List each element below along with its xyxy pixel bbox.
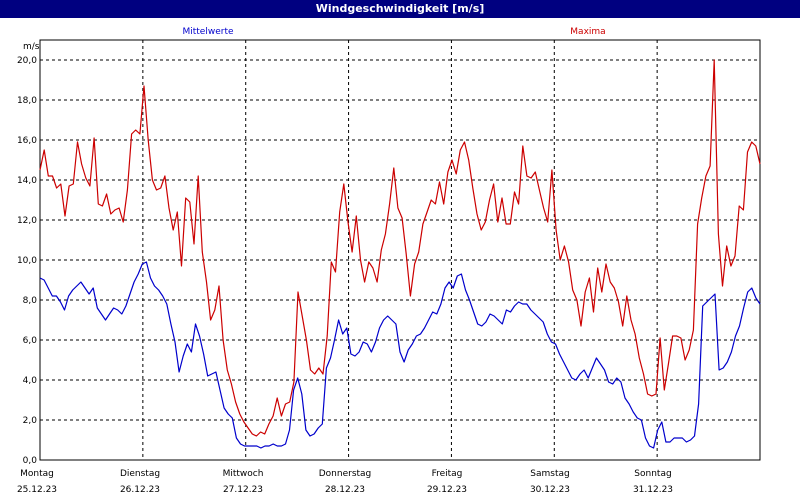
y-tick-label: 0,0: [23, 456, 38, 466]
x-tick-day-name: Samstag: [530, 469, 569, 479]
x-tick-date: 29.12.23: [427, 485, 467, 495]
y-tick-label: 20,0: [17, 56, 37, 66]
y-tick-label: 16,0: [17, 136, 37, 146]
legend-entry: Maxima: [570, 27, 605, 37]
window-title: Windgeschwindigkeit [m/s]: [0, 0, 800, 18]
plot-frame: [39, 39, 761, 461]
x-tick-date: 27.12.23: [223, 485, 263, 495]
series-line: [39, 59, 761, 437]
series: [39, 59, 761, 449]
y-tick-label: 10,0: [17, 256, 37, 266]
x-tick-day-name: Montag: [20, 469, 54, 479]
y-tick-label: 4,0: [23, 376, 38, 386]
grid: [40, 40, 760, 460]
y-axis-unit: m/s: [23, 42, 40, 52]
legend: Mittelwerte Maxima: [182, 27, 605, 37]
x-axis: Montag 25.12.23 Dienstag 26.12.23 Mittwoch 27…: [17, 469, 673, 495]
y-tick-label: 14,0: [17, 176, 37, 186]
x-tick-date: 30.12.23: [530, 485, 570, 495]
y-tick-label: 18,0: [17, 96, 37, 106]
x-tick-date: 28.12.23: [325, 485, 365, 495]
x-tick-date: 25.12.23: [17, 485, 57, 495]
x-tick-day-name: Dienstag: [120, 469, 160, 479]
series-line: [39, 261, 761, 449]
x-tick-day-name: Donnerstag: [319, 469, 372, 479]
y-tick-label: 8,0: [23, 296, 38, 306]
x-tick-day-name: Freitag: [432, 469, 463, 479]
x-tick-date: 31.12.23: [633, 485, 673, 495]
y-tick-label: 6,0: [23, 336, 38, 346]
x-tick-day-name: Mittwoch: [223, 469, 264, 479]
y-axis: m/s 0,0 2,0 4,0 6,0 8,0 10,0 12,0 14,0 16,0 18,0 2…: [17, 42, 40, 466]
y-tick-label: 12,0: [17, 216, 37, 226]
y-tick-label: 2,0: [23, 416, 38, 426]
x-tick-day-name: Sonntag: [634, 469, 671, 479]
x-tick-date: 26.12.23: [120, 485, 160, 495]
legend-entry: Mittelwerte: [182, 27, 233, 37]
